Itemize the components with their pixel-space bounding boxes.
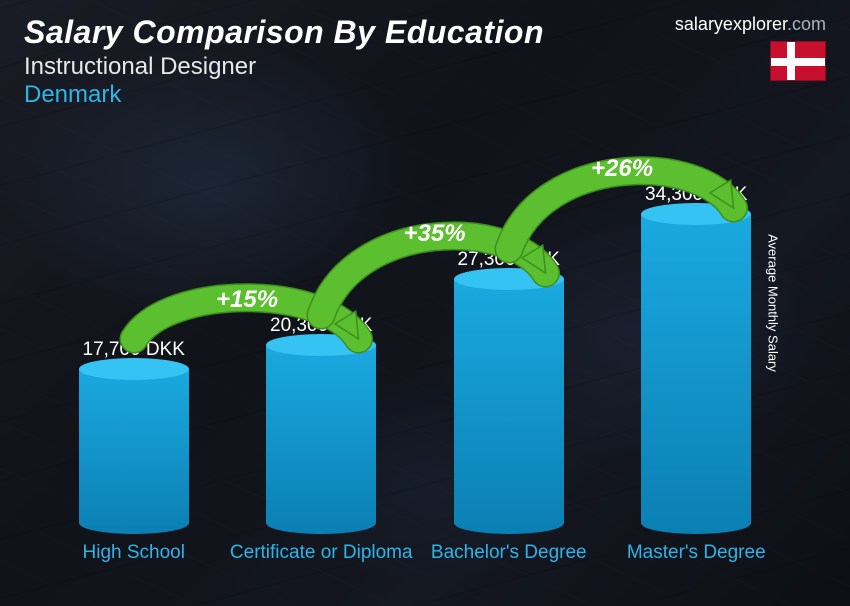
bar-category-label: Bachelor's Degree bbox=[431, 542, 587, 586]
bar-column: 17,700 DKK High School bbox=[40, 140, 228, 586]
bar bbox=[266, 345, 376, 534]
bar-top-ellipse bbox=[79, 358, 189, 380]
chart-title: Salary Comparison By Education bbox=[24, 14, 544, 51]
brand-text: salaryexplorer.com bbox=[675, 14, 826, 35]
bar-column: 34,300 DKK Master's Degree bbox=[603, 140, 791, 586]
bar-front bbox=[79, 369, 189, 534]
bar-top-ellipse bbox=[454, 268, 564, 290]
bar bbox=[454, 279, 564, 534]
brand-name: salaryexplorer bbox=[675, 14, 787, 34]
bar-wrap: 20,300 DKK bbox=[228, 140, 416, 534]
title-block: Salary Comparison By Education Instructi… bbox=[24, 14, 544, 109]
bar-front bbox=[454, 279, 564, 534]
chart-country: Denmark bbox=[24, 81, 544, 109]
header: Salary Comparison By Education Instructi… bbox=[24, 14, 826, 109]
brand-block: salaryexplorer.com bbox=[675, 14, 826, 81]
brand-suffix: .com bbox=[787, 14, 826, 34]
bar-category-label: Certificate or Diploma bbox=[230, 542, 413, 586]
bar-chart: 17,700 DKK High School 20,300 DKK Certifica… bbox=[40, 140, 790, 586]
bar-category-label: Master's Degree bbox=[627, 542, 766, 586]
bar-category-label: High School bbox=[83, 542, 185, 586]
bar bbox=[641, 214, 751, 534]
bar-top-ellipse bbox=[641, 203, 751, 225]
bar bbox=[79, 369, 189, 534]
bar-wrap: 17,700 DKK bbox=[40, 140, 228, 534]
bar-column: 20,300 DKK Certificate or Diploma bbox=[228, 140, 416, 586]
y-axis-label: Average Monthly Salary bbox=[766, 234, 781, 372]
chart-subtitle: Instructional Designer bbox=[24, 53, 544, 81]
bar-front bbox=[266, 345, 376, 534]
bar-front bbox=[641, 214, 751, 534]
denmark-flag-icon bbox=[770, 41, 826, 81]
bar-wrap: 27,300 DKK bbox=[415, 140, 603, 534]
bar-column: 27,300 DKK Bachelor's Degree bbox=[415, 140, 603, 586]
bar-top-ellipse bbox=[266, 334, 376, 356]
bar-wrap: 34,300 DKK bbox=[603, 140, 791, 534]
